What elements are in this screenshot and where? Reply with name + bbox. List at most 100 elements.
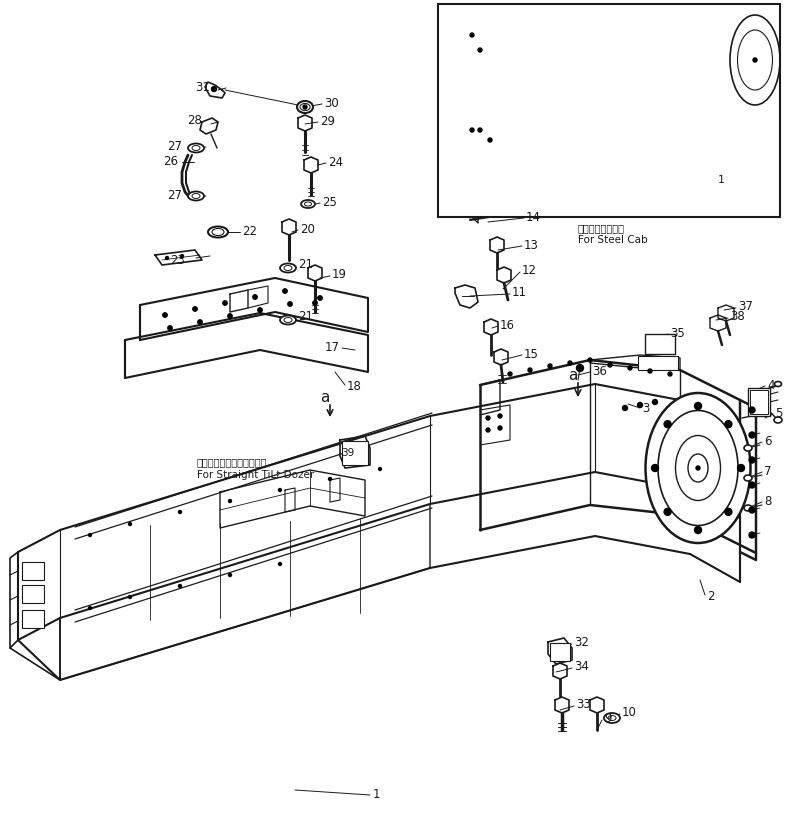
Text: 38: 38 bbox=[730, 310, 745, 324]
Circle shape bbox=[737, 465, 744, 471]
Circle shape bbox=[168, 326, 172, 330]
Text: For Steel Cab: For Steel Cab bbox=[578, 235, 648, 245]
Circle shape bbox=[749, 507, 755, 513]
Text: 35: 35 bbox=[670, 326, 685, 339]
Circle shape bbox=[129, 522, 132, 525]
Circle shape bbox=[211, 87, 217, 92]
Circle shape bbox=[228, 500, 232, 503]
Circle shape bbox=[228, 314, 232, 319]
Text: 12: 12 bbox=[522, 264, 537, 278]
Text: 22: 22 bbox=[242, 224, 257, 238]
Text: a: a bbox=[568, 368, 578, 383]
Circle shape bbox=[328, 478, 331, 480]
Text: For Straight TiLt Dozer: For Straight TiLt Dozer bbox=[197, 470, 314, 480]
Ellipse shape bbox=[688, 454, 708, 482]
Circle shape bbox=[623, 405, 627, 410]
Text: 14: 14 bbox=[526, 210, 541, 224]
Bar bbox=[748, 388, 770, 416]
Text: 13: 13 bbox=[524, 239, 539, 252]
Text: 7: 7 bbox=[764, 465, 772, 478]
Circle shape bbox=[378, 468, 382, 470]
Circle shape bbox=[257, 308, 262, 312]
Circle shape bbox=[312, 301, 317, 305]
Circle shape bbox=[470, 33, 474, 37]
Text: 34: 34 bbox=[574, 661, 589, 674]
Circle shape bbox=[548, 364, 552, 368]
Text: 23: 23 bbox=[170, 254, 185, 267]
Text: 21: 21 bbox=[298, 310, 313, 324]
Ellipse shape bbox=[280, 315, 296, 324]
Circle shape bbox=[223, 301, 227, 305]
Text: ストレートチルトドーザ用: ストレートチルトドーザ用 bbox=[197, 457, 268, 467]
Circle shape bbox=[568, 361, 572, 365]
Text: 39: 39 bbox=[341, 448, 355, 458]
Circle shape bbox=[637, 403, 642, 408]
Text: 30: 30 bbox=[324, 97, 339, 109]
Circle shape bbox=[528, 368, 532, 372]
Ellipse shape bbox=[608, 716, 616, 721]
Ellipse shape bbox=[188, 192, 204, 200]
Text: 10: 10 bbox=[622, 706, 637, 720]
Circle shape bbox=[486, 416, 490, 420]
Circle shape bbox=[652, 465, 659, 471]
Text: 32: 32 bbox=[574, 636, 589, 650]
Ellipse shape bbox=[775, 381, 782, 386]
Ellipse shape bbox=[192, 193, 200, 198]
Circle shape bbox=[628, 366, 632, 370]
Ellipse shape bbox=[774, 417, 782, 423]
Text: 11: 11 bbox=[512, 287, 527, 299]
Text: 37: 37 bbox=[738, 300, 753, 314]
Text: 5: 5 bbox=[775, 406, 783, 420]
Bar bbox=[22, 585, 44, 603]
Circle shape bbox=[725, 509, 732, 515]
Text: 16: 16 bbox=[500, 319, 515, 331]
Bar bbox=[645, 334, 675, 354]
Circle shape bbox=[303, 105, 307, 109]
Circle shape bbox=[89, 534, 92, 536]
Circle shape bbox=[178, 510, 181, 514]
Circle shape bbox=[576, 364, 583, 371]
Circle shape bbox=[664, 420, 671, 428]
Ellipse shape bbox=[188, 143, 204, 153]
Circle shape bbox=[178, 585, 181, 587]
Ellipse shape bbox=[744, 475, 752, 481]
Text: 20: 20 bbox=[300, 223, 315, 235]
Circle shape bbox=[498, 414, 502, 418]
Text: 33: 33 bbox=[576, 699, 591, 711]
Ellipse shape bbox=[744, 445, 752, 451]
Circle shape bbox=[668, 372, 672, 376]
Circle shape bbox=[129, 595, 132, 599]
Bar bbox=[438, 4, 780, 217]
Bar bbox=[550, 643, 570, 661]
Circle shape bbox=[749, 407, 755, 413]
Circle shape bbox=[198, 319, 203, 324]
Circle shape bbox=[749, 482, 755, 488]
Text: 3: 3 bbox=[642, 401, 649, 414]
Text: ステールキャブ用: ステールキャブ用 bbox=[578, 223, 625, 233]
Circle shape bbox=[162, 313, 167, 317]
Ellipse shape bbox=[192, 145, 200, 150]
Text: 26: 26 bbox=[163, 154, 178, 168]
Text: 27: 27 bbox=[167, 139, 182, 153]
Ellipse shape bbox=[301, 200, 315, 208]
Text: 29: 29 bbox=[320, 114, 335, 128]
Circle shape bbox=[488, 138, 492, 142]
Circle shape bbox=[588, 358, 592, 362]
Text: 19: 19 bbox=[332, 269, 347, 282]
Circle shape bbox=[695, 526, 702, 534]
Circle shape bbox=[288, 302, 292, 306]
Circle shape bbox=[470, 128, 474, 132]
Circle shape bbox=[696, 466, 700, 470]
Ellipse shape bbox=[658, 410, 738, 525]
Circle shape bbox=[228, 574, 232, 576]
Circle shape bbox=[664, 509, 671, 515]
Circle shape bbox=[486, 428, 490, 432]
Circle shape bbox=[89, 606, 92, 610]
Circle shape bbox=[318, 296, 322, 300]
Text: 31: 31 bbox=[195, 81, 210, 93]
Circle shape bbox=[749, 432, 755, 438]
Text: 2: 2 bbox=[707, 590, 714, 602]
Circle shape bbox=[749, 457, 755, 463]
Circle shape bbox=[652, 399, 658, 404]
Circle shape bbox=[279, 489, 282, 491]
